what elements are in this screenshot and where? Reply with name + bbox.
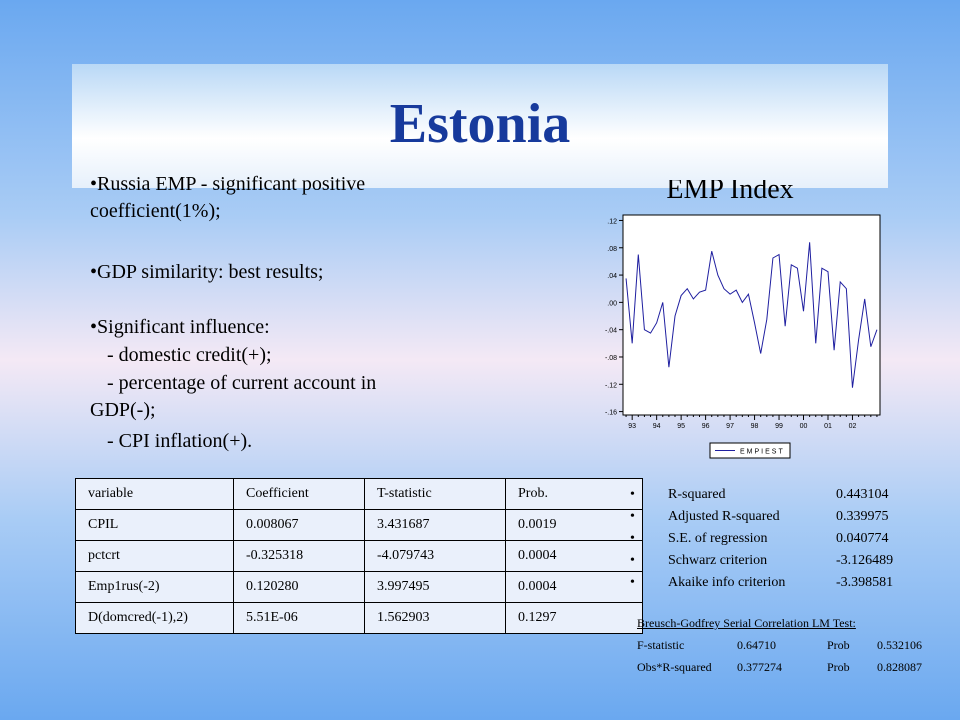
sub-item: - percentage of current account in GDP(-… [90,372,377,421]
coefficient-table: variable Coefficient T-statistic Prob. CPIL 0… [75,478,643,634]
y-tick-label: -.12 [605,382,617,389]
x-tick-label: 97 [726,423,734,430]
lm-test-cell: Prob [827,638,850,652]
lm-test-cell: 0.64710 [737,638,776,652]
stat-item: Adjusted R-squared 0.339975 [630,506,893,528]
x-tick-label: 93 [628,423,636,430]
stat-value: 0.339975 [836,509,889,524]
y-tick-label: .04 [607,273,617,280]
table-row: pctcrt -0.325318 -4.079743 0.0004 [75,540,643,572]
stat-value: -3.398581 [836,575,894,590]
lm-test-cell: 0.532106 [877,638,922,652]
stat-item: Schwarz criterion -3.126489 [630,550,893,572]
table-cell: 5.51E-06 [233,602,365,634]
header-cell: Prob. [505,478,643,510]
table-cell: 0.0004 [505,571,643,603]
table-header-row: variable Coefficient T-statistic Prob. [75,478,643,510]
stat-label: S.E. of regression [668,531,768,546]
y-tick-label: .00 [607,300,617,307]
lm-test-row: F-statistic 0.64710 Prob 0.532106 [637,634,937,656]
lm-test-row: Obs*R-squared 0.377274 Prob 0.828087 [637,656,937,678]
stat-value: 0.040774 [836,531,889,546]
table-row: CPIL 0.008067 3.431687 0.0019 [75,509,643,541]
data-line [625,242,878,388]
stat-label: Adjusted R-squared [668,509,780,524]
stat-label: Akaike info criterion [668,575,786,590]
stat-item: Akaike info criterion -3.398581 [630,572,893,594]
lm-test-cell: 0.828087 [877,660,922,674]
header-cell: Coefficient [233,478,365,510]
stats-list: R-squared 0.443104 Adjusted R-squared 0.339… [630,484,893,594]
sub-item: - CPI inflation(+). [107,430,253,452]
bullet: GDP similarity: best results; [90,259,450,286]
table-cell: 1.562903 [364,602,506,634]
x-tick-label: 00 [800,423,808,430]
lm-test-cell: 0.377274 [737,660,782,674]
lm-test-cell: Prob [827,660,850,674]
table-cell: 0.0019 [505,509,643,541]
lm-test-cell: Obs*R-squared [637,660,712,674]
table-cell: 0.0004 [505,540,643,572]
x-tick-label: 99 [775,423,783,430]
y-tick-label: -.04 [605,328,617,335]
bullet: Significant influence: [90,314,450,341]
slide-title: Estonia [389,93,571,155]
y-tick-label: .08 [607,246,617,253]
header-cell: variable [75,478,234,510]
x-tick-label: 02 [849,423,857,430]
table-cell: -4.079743 [364,540,506,572]
table-cell: 3.431687 [364,509,506,541]
table-cell: 0.120280 [233,571,365,603]
x-tick-label: 94 [653,423,661,430]
legend-box [709,442,791,459]
table-cell: 0.008067 [233,509,365,541]
x-tick-label: 98 [751,423,759,430]
sub-item: - domestic credit(+); [107,344,272,366]
y-tick-label: -.16 [605,410,617,417]
table-row: D(domcred(-1),2) 5.51E-06 1.562903 0.1297 [75,602,643,634]
stat-item: S.E. of regression 0.040774 [630,528,893,550]
y-tick-label: -.08 [605,355,617,362]
lm-test-title: Breusch-Godfrey Serial Correlation LM Te… [637,616,856,630]
chart: EMP Index .12 .08 .04 .00 -.04 -.08 -.12 -.16 93… [605,180,881,459]
chart-title: EMP Index [666,180,793,205]
lm-test: Breusch-Godfrey Serial Correlation LM Te… [637,612,937,678]
x-tick-label: 01 [824,423,832,430]
table-cell: D(domcred(-1),2) [75,602,234,634]
table-cell: 0.1297 [505,602,643,634]
lm-test-cell: F-statistic [637,638,685,652]
x-tick-label: 96 [702,423,710,430]
legend-label: EMPIEST [740,449,785,456]
table-cell: Emp1rus(-2) [75,571,234,603]
table-row: Emp1rus(-2) 0.120280 3.997495 0.0004 [75,571,643,603]
stat-value: -3.126489 [836,553,894,568]
title-band [72,64,888,188]
stat-label: R-squared [668,487,726,502]
header-cell: T-statistic [364,478,506,510]
stat-item: R-squared 0.443104 [630,484,893,506]
table-cell: 3.997495 [364,571,506,603]
table-cell: CPIL [75,509,234,541]
stat-label: Schwarz criterion [668,553,768,568]
plot-frame [622,214,881,416]
x-tick-label: 95 [677,423,685,430]
bullet: Russia EMP - significant positive coeffi… [90,171,450,225]
table-cell: -0.325318 [233,540,365,572]
stat-value: 0.443104 [836,487,889,502]
table-cell: pctcrt [75,540,234,572]
y-tick-label: .12 [607,218,617,225]
